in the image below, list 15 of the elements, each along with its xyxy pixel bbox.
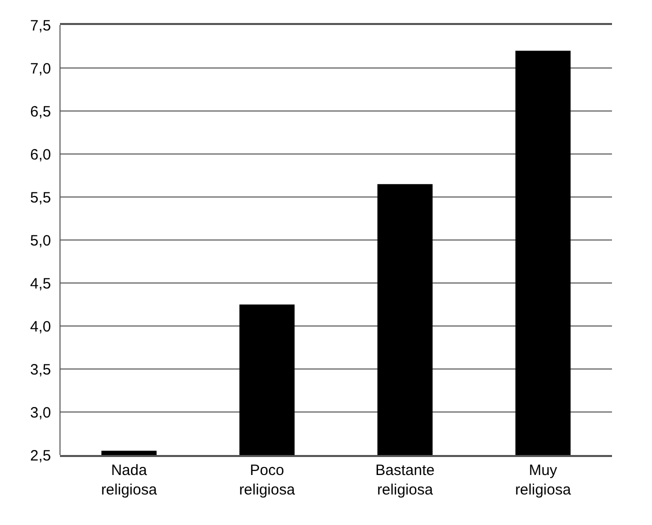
y-tick-label: 7,5 <box>30 17 51 34</box>
y-tick-label: 5,5 <box>30 189 51 206</box>
x-tick-label: Poco religiosa <box>239 462 296 498</box>
x-tick-label: Bastante religiosa <box>375 462 435 498</box>
y-tick-label: 7,0 <box>30 60 51 78</box>
y-tick-label: 4,5 <box>30 275 51 292</box>
y-tick-label: 3,0 <box>30 404 51 422</box>
y-tick-label: 4,0 <box>30 318 51 336</box>
y-tick-label: 5,0 <box>30 232 51 250</box>
x-tick-label: Muy religiosa <box>515 462 572 498</box>
y-tick-label: 3,5 <box>30 361 51 378</box>
y-tick-label: 6,0 <box>30 146 51 164</box>
y-tick-label: 2,5 <box>30 447 51 464</box>
y-tick-label: 6,5 <box>30 103 51 120</box>
x-tick-label: Nada religiosa <box>101 462 158 498</box>
